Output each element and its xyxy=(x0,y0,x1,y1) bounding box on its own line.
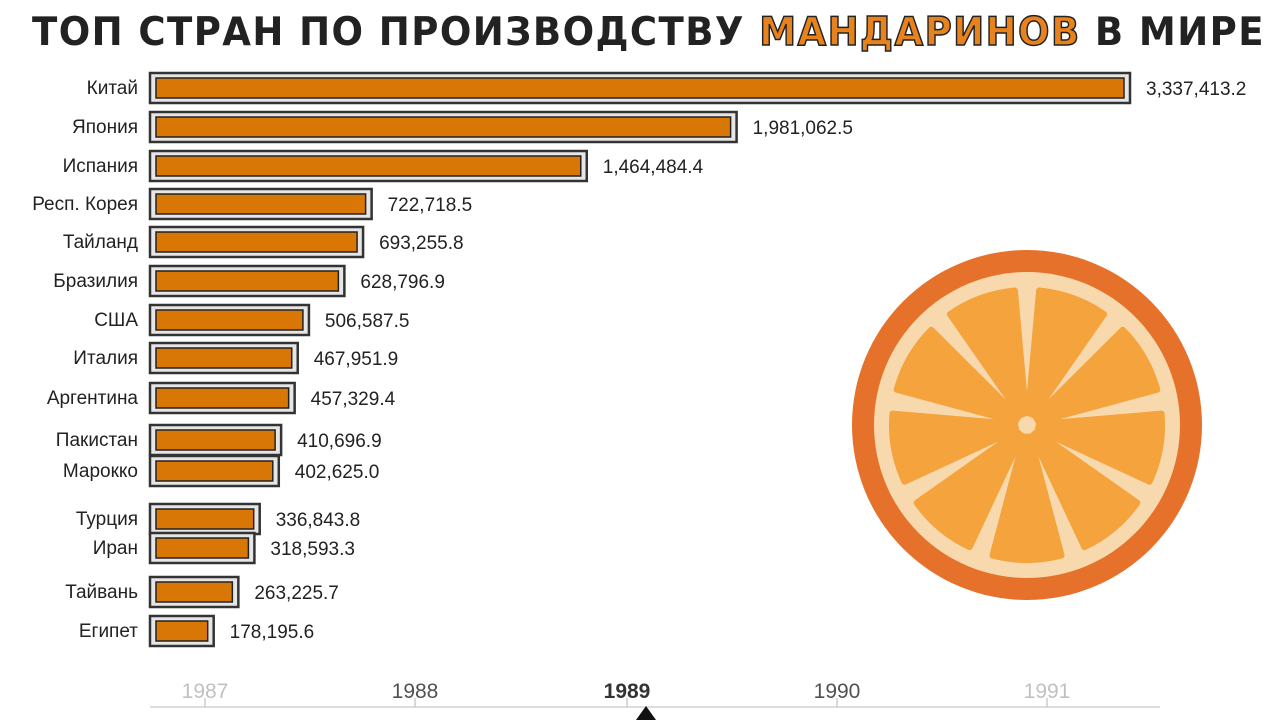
category-label: Марокко xyxy=(63,461,138,482)
value-label: 410,696.9 xyxy=(297,431,382,452)
category-label: Египет xyxy=(79,621,138,642)
timeline-tick-label: 1987 xyxy=(182,680,229,703)
chart-title: ТОП СТРАН ПО ПРОИЗВОДСТВУ МАНДАРИНОВ В М… xyxy=(32,9,1264,56)
title-text: ТОП СТРАН ПО ПРОИЗВОДСТВУ xyxy=(32,10,760,55)
orange-segment xyxy=(1034,410,1165,485)
category-label: Иран xyxy=(93,538,138,559)
timeline-tick-label: 1988 xyxy=(392,680,439,703)
bar xyxy=(155,508,255,530)
value-label: 3,337,413.2 xyxy=(1146,79,1246,100)
category-label: Респ. Корея xyxy=(32,194,138,215)
orange-segment xyxy=(913,428,1025,551)
category-label: Италия xyxy=(73,348,138,369)
value-label: 722,718.5 xyxy=(388,195,473,216)
bars-group: Китай 3,337,413.2 Япония 1,981,062.5 Испания… xyxy=(32,71,1246,648)
bar xyxy=(155,77,1125,99)
orange-segment xyxy=(1029,428,1141,551)
value-label: 506,587.5 xyxy=(325,311,410,332)
value-label: 178,195.6 xyxy=(230,622,315,643)
value-label: 467,951.9 xyxy=(314,349,399,370)
value-label: 1,981,062.5 xyxy=(753,118,853,139)
value-label: 693,255.8 xyxy=(379,233,464,254)
title-text-end: В МИРЕ xyxy=(1080,10,1265,55)
category-label: Китай xyxy=(87,78,138,99)
orange-segment xyxy=(1032,326,1161,425)
value-label: 336,843.8 xyxy=(276,510,361,531)
value-label: 457,329.4 xyxy=(311,389,396,410)
category-label: Пакистан xyxy=(56,430,138,451)
orange-slice-icon xyxy=(852,250,1202,600)
value-label: 402,625.0 xyxy=(295,462,380,483)
bar xyxy=(155,231,358,253)
category-label: Испания xyxy=(63,156,138,177)
category-label: Бразилия xyxy=(53,271,138,292)
bar xyxy=(155,309,304,331)
bar xyxy=(155,537,250,559)
bar xyxy=(155,460,274,482)
category-label: Тайвань xyxy=(65,582,138,603)
bar xyxy=(155,581,234,603)
category-label: Тайланд xyxy=(63,232,138,253)
value-label: 263,225.7 xyxy=(254,583,339,604)
orange-segment xyxy=(1025,287,1108,419)
bar xyxy=(155,116,732,138)
category-label: Япония xyxy=(72,117,138,138)
category-label: Турция xyxy=(76,509,138,530)
value-label: 628,796.9 xyxy=(360,272,445,293)
timeline-tick-label: 1990 xyxy=(814,680,861,703)
orange-segment xyxy=(893,326,1022,425)
bar xyxy=(155,193,367,215)
bar xyxy=(155,347,293,369)
bar xyxy=(155,429,276,451)
orange-segment xyxy=(989,433,1065,563)
bar xyxy=(155,620,209,642)
category-label: Аргентина xyxy=(47,388,139,409)
category-label: США xyxy=(94,310,138,331)
bar xyxy=(155,155,582,177)
title-highlight: МАНДАРИНОВ xyxy=(759,9,1081,56)
bar xyxy=(155,270,340,292)
timeline-axis: 1987 1988 1989 1990 1991 xyxy=(150,680,1160,720)
orange-segment xyxy=(889,410,1020,485)
bar xyxy=(155,387,290,409)
timeline-tick-label: 1989 xyxy=(604,680,651,703)
orange-segment xyxy=(946,287,1029,419)
value-label: 318,593.3 xyxy=(270,539,355,560)
timeline-tick-label: 1991 xyxy=(1024,680,1071,703)
value-label: 1,464,484.4 xyxy=(603,157,704,178)
timeline-marker xyxy=(636,706,656,720)
